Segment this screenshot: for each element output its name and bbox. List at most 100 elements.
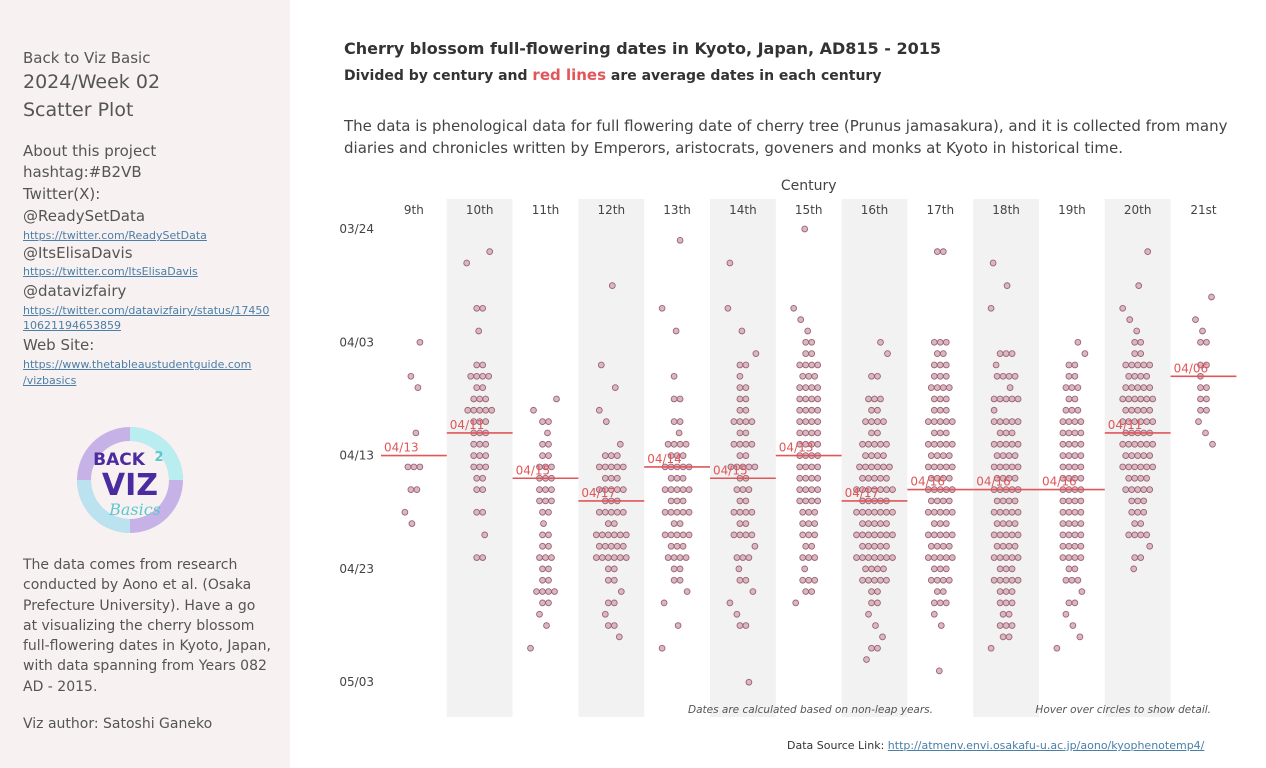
link-website-part1[interactable]: https://www.thetableaustudentguide.com: [23, 358, 252, 371]
data-point: [990, 418, 998, 425]
data-point: [999, 542, 1007, 550]
data-point: [1122, 452, 1130, 459]
data-point: [942, 520, 950, 527]
data-point: [479, 304, 487, 312]
data-point: [1134, 486, 1142, 493]
data-point: [742, 531, 750, 539]
data-point: [1195, 418, 1202, 425]
data-point: [1077, 463, 1085, 471]
data-point: [933, 350, 941, 357]
data-point: [467, 372, 475, 380]
data-point: [416, 463, 424, 471]
data-point: [742, 395, 750, 403]
data-point: [1131, 531, 1139, 539]
subtitle-pre: Divided by century and: [344, 68, 533, 84]
data-point: [1131, 372, 1139, 380]
data-point: [1143, 463, 1151, 471]
data-point: [924, 554, 932, 561]
data-point: [880, 463, 887, 471]
data-point: [1069, 622, 1077, 629]
data-point: [1008, 622, 1016, 629]
data-point: [796, 384, 804, 391]
data-point: [936, 406, 944, 414]
data-point: [545, 542, 552, 550]
data-point: [879, 633, 886, 641]
data-point: [880, 418, 887, 425]
data-point: [814, 406, 822, 414]
data-point: [1014, 395, 1022, 403]
data-point: [799, 576, 807, 584]
data-point: [939, 248, 947, 256]
data-point: [676, 520, 684, 527]
data-point: [482, 452, 490, 459]
data-point: [736, 406, 744, 414]
data-point: [811, 508, 819, 516]
data-point: [883, 486, 890, 493]
data-point: [811, 372, 819, 380]
data-point: [814, 440, 822, 448]
data-point: [871, 554, 878, 561]
data-point: [539, 576, 546, 584]
back2vizbasics-logo: BACK 2 VIZ Basics: [77, 427, 183, 533]
data-point: [407, 486, 415, 493]
data-point: [1197, 384, 1204, 391]
data-point: [1077, 508, 1085, 516]
data-source-link[interactable]: http://atmenv.envi.osakafu-u.ac.jp/aono/…: [887, 739, 1205, 752]
data-point: [733, 554, 741, 561]
link-itselisadavis[interactable]: https://twitter.com/ItsElisaDavis: [23, 265, 198, 278]
data-point: [853, 531, 860, 539]
data-point: [939, 588, 947, 595]
data-point: [751, 463, 759, 471]
annotation-non-leap: Dates are calculated based on non-leap y…: [688, 704, 933, 716]
data-point: [616, 554, 624, 561]
data-point: [1068, 384, 1076, 391]
data-point: [1014, 576, 1022, 584]
data-point: [1140, 508, 1148, 516]
data-point: [412, 429, 420, 437]
data-point: [1077, 474, 1085, 482]
data-point: [927, 452, 935, 459]
data-point: [1128, 361, 1136, 369]
back-to-viz-basic-link[interactable]: Back to Viz Basic: [23, 49, 151, 67]
data-point: [883, 554, 890, 561]
data-point: [1071, 440, 1079, 448]
data-point: [889, 554, 896, 561]
data-point: [1014, 418, 1022, 425]
century-label: 9th: [404, 203, 424, 217]
data-point: [1197, 406, 1204, 414]
data-point: [545, 531, 552, 539]
data-point: [673, 531, 681, 539]
viz-author: Viz author: Satoshi Ganeko: [23, 716, 213, 732]
data-point: [1071, 361, 1079, 369]
data-point: [937, 622, 945, 629]
data-point: [808, 542, 816, 550]
data-point: [802, 338, 810, 346]
data-point: [1005, 610, 1013, 618]
data-point: [661, 486, 669, 493]
data-point: [996, 350, 1004, 357]
data-point: [748, 508, 756, 516]
link-datavizfairy-part2[interactable]: 10621194653859: [23, 319, 121, 332]
link-website-part2[interactable]: /vizbasics: [23, 374, 77, 387]
data-point: [930, 361, 938, 369]
data-point: [730, 531, 738, 539]
data-point: [745, 678, 753, 686]
data-point: [1203, 338, 1210, 346]
data-point: [610, 565, 618, 573]
link-datavizfairy-part1[interactable]: https://twitter.com/datavizfairy/status/…: [23, 304, 270, 317]
data-point: [608, 282, 616, 290]
data-point: [1059, 418, 1067, 425]
data-point: [542, 497, 549, 505]
data-point: [473, 384, 481, 391]
data-point: [726, 599, 734, 607]
data-point: [1143, 372, 1151, 380]
data-point: [670, 395, 678, 403]
data-point: [877, 440, 884, 448]
data-point: [990, 576, 998, 584]
data-point: [533, 588, 540, 595]
data-point: [802, 497, 810, 505]
link-readysetdata[interactable]: https://twitter.com/ReadySetData: [23, 229, 207, 242]
data-point: [679, 486, 687, 493]
data-point: [604, 576, 612, 584]
